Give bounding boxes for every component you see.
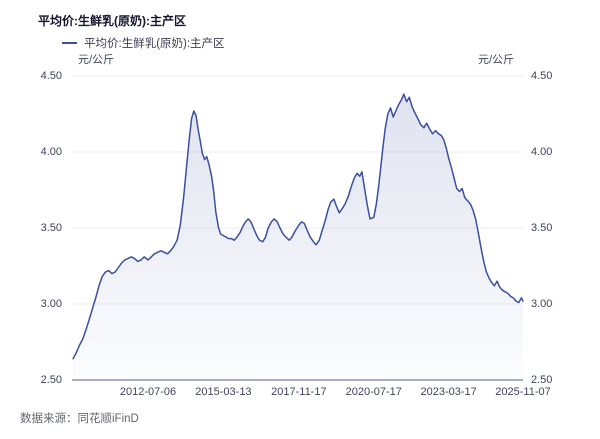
y-tick-left: 2.50 [40,374,62,386]
page-title: 平均价:生鲜乳(原奶):主产区 [38,14,186,28]
legend-line-icon [62,42,77,44]
x-tick: 2023-03-17 [420,386,477,398]
y-tick-right: 2.50 [531,374,553,386]
y-tick-left: 4.50 [40,70,62,82]
y-axis-unit-left: 元/公斤 [77,54,115,66]
y-tick-left: 4.00 [40,146,62,158]
legend-label: 平均价:生鲜乳(原奶):主产区 [84,38,225,50]
x-tick: 2017-11-17 [271,386,327,398]
x-tick: 2015-03-13 [195,386,252,398]
x-tick: 2025-11-07 [495,386,551,398]
y-tick-left: 3.00 [40,298,62,310]
y-tick-right: 4.50 [531,70,553,82]
x-tick: 2020-07-17 [345,386,402,398]
series-line [72,93,524,360]
y-tick-left: 3.50 [40,222,62,234]
y-tick-right: 3.50 [531,222,553,234]
x-tick: 2012-07-06 [119,386,177,398]
y-tick-right: 3.00 [531,298,553,310]
data-source-label: 数据来源：同花顺iFinD [20,413,139,425]
series-area-fill [73,94,523,380]
legend-item[interactable]: 平均价:生鲜乳(原奶):主产区 [62,35,225,51]
y-axis-unit-right: 元/公斤 [477,54,515,66]
y-tick-right: 4.00 [531,146,553,158]
